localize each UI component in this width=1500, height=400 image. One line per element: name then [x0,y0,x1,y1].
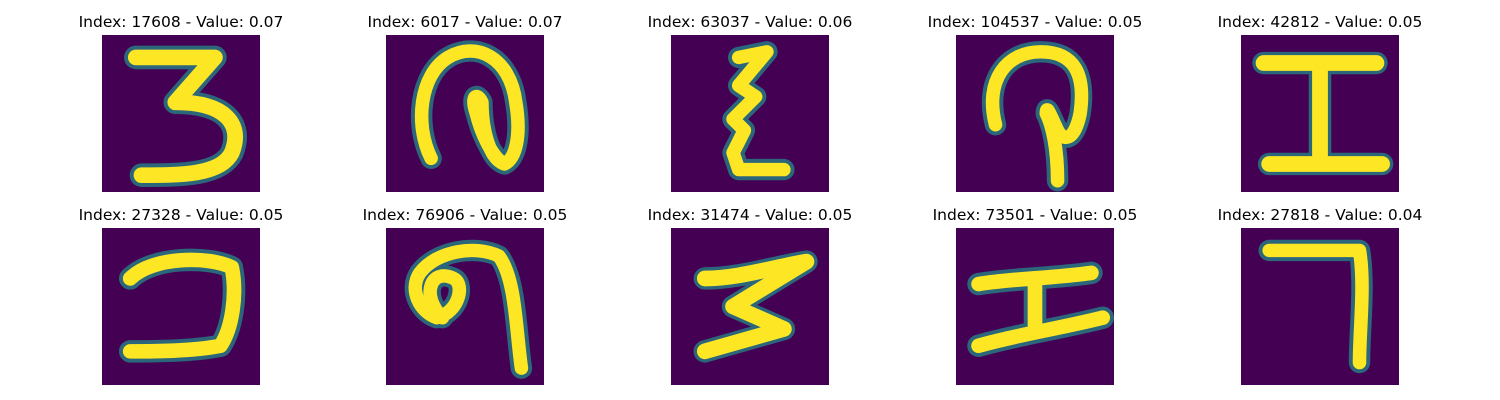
digit-image [1241,228,1399,385]
panel-9: Index: 73501 - Value: 0.05 [895,205,1175,390]
panel-1: Index: 17608 - Value: 0.07 [41,12,321,197]
panel-title: Index: 6017 - Value: 0.07 [367,13,563,31]
panel-title: Index: 73501 - Value: 0.05 [932,206,1138,224]
digit-image [956,35,1114,192]
digit-stroke [726,45,791,177]
digit-stroke [1255,55,1390,172]
digit-image [102,228,260,385]
digit-stroke [696,253,815,360]
digit-stroke [127,49,243,184]
panel-10: Index: 27818 - Value: 0.04 [1180,205,1460,390]
digit-stroke [408,243,529,375]
digit-image [386,35,544,192]
panel-3: Index: 63037 - Value: 0.06 [610,12,890,197]
digit-stroke [971,265,1111,354]
panel-title: Index: 31474 - Value: 0.05 [647,206,853,224]
digit-image [956,228,1114,385]
panel-title: Index: 27328 - Value: 0.05 [78,206,284,224]
digit-stroke [414,44,525,171]
panel-title: Index: 42812 - Value: 0.05 [1217,13,1423,31]
panel-title: Index: 63037 - Value: 0.06 [647,13,853,31]
digit-image [671,35,829,192]
digit-stroke [122,252,242,359]
panel-2: Index: 6017 - Value: 0.07 [325,12,605,197]
panel-8: Index: 31474 - Value: 0.05 [610,205,890,390]
digit-image [102,35,260,192]
digit-stroke [1262,243,1369,370]
digit-image [386,228,544,385]
panel-7: Index: 76906 - Value: 0.05 [325,205,605,390]
panel-4: Index: 104537 - Value: 0.05 [895,12,1175,197]
digit-stroke [985,45,1089,188]
panel-6: Index: 27328 - Value: 0.05 [41,205,321,390]
panel-title: Index: 76906 - Value: 0.05 [362,206,568,224]
digit-image [1241,35,1399,192]
panel-title: Index: 104537 - Value: 0.05 [927,13,1143,31]
panel-title: Index: 27818 - Value: 0.04 [1217,206,1423,224]
panel-5: Index: 42812 - Value: 0.05 [1180,12,1460,197]
digit-image [671,228,829,385]
panel-title: Index: 17608 - Value: 0.07 [78,13,284,31]
